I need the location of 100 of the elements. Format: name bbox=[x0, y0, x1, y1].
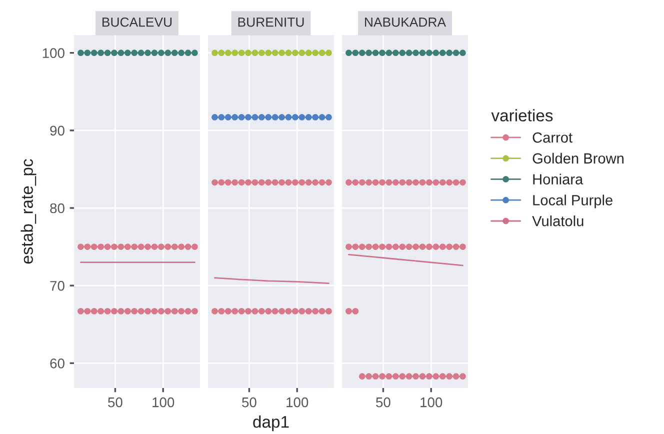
point bbox=[138, 50, 144, 56]
point bbox=[212, 50, 218, 56]
point bbox=[164, 308, 172, 314]
point bbox=[118, 244, 124, 250]
point bbox=[399, 244, 406, 250]
point bbox=[218, 308, 225, 314]
point bbox=[305, 50, 312, 56]
point bbox=[131, 50, 138, 56]
point bbox=[312, 50, 319, 56]
point bbox=[352, 50, 359, 56]
point bbox=[285, 50, 292, 56]
point bbox=[224, 179, 232, 186]
point bbox=[432, 50, 440, 56]
point bbox=[158, 308, 164, 314]
point bbox=[298, 114, 306, 120]
point bbox=[252, 50, 258, 56]
point bbox=[392, 244, 399, 250]
point bbox=[111, 50, 118, 56]
point bbox=[285, 114, 292, 120]
point bbox=[412, 373, 419, 380]
point bbox=[379, 50, 386, 56]
point bbox=[446, 244, 453, 250]
point bbox=[419, 179, 426, 186]
point bbox=[265, 114, 272, 120]
point bbox=[164, 50, 172, 56]
point bbox=[426, 50, 432, 56]
point bbox=[212, 179, 218, 186]
point bbox=[406, 373, 412, 380]
point bbox=[192, 308, 198, 314]
point bbox=[104, 308, 111, 314]
point bbox=[358, 50, 366, 56]
point bbox=[178, 308, 185, 314]
point bbox=[84, 308, 91, 314]
point bbox=[379, 244, 386, 250]
point bbox=[352, 179, 359, 186]
point bbox=[98, 244, 104, 250]
point bbox=[419, 50, 426, 56]
point bbox=[452, 179, 460, 186]
point bbox=[90, 50, 98, 56]
point bbox=[292, 308, 298, 314]
point bbox=[318, 114, 326, 120]
point bbox=[399, 50, 406, 56]
point bbox=[439, 50, 446, 56]
point bbox=[386, 179, 392, 186]
point bbox=[265, 50, 272, 56]
x-tick-label: 50 bbox=[376, 397, 390, 408]
point bbox=[298, 50, 306, 56]
point bbox=[460, 179, 466, 186]
point bbox=[178, 50, 185, 56]
point bbox=[406, 50, 412, 56]
point bbox=[192, 244, 198, 250]
point bbox=[90, 308, 98, 314]
point bbox=[151, 50, 158, 56]
point bbox=[318, 308, 326, 314]
point bbox=[144, 308, 151, 314]
point bbox=[111, 308, 118, 314]
point bbox=[312, 179, 319, 186]
x-axis-title: dap1 bbox=[253, 416, 289, 432]
point bbox=[460, 373, 466, 380]
point bbox=[131, 244, 138, 250]
point bbox=[224, 50, 232, 56]
point bbox=[212, 308, 218, 314]
point bbox=[118, 308, 124, 314]
y-tick-label: 70 bbox=[50, 280, 64, 291]
point bbox=[372, 50, 379, 56]
point bbox=[224, 308, 232, 314]
legend-label: Carrot bbox=[532, 132, 572, 143]
point bbox=[78, 308, 84, 314]
point bbox=[298, 308, 306, 314]
chart-title: BUCALEVU bbox=[102, 17, 172, 27]
point bbox=[278, 308, 285, 314]
point bbox=[366, 244, 372, 250]
point bbox=[386, 244, 392, 250]
point bbox=[399, 179, 406, 186]
point bbox=[346, 244, 352, 250]
point bbox=[84, 50, 91, 56]
point bbox=[372, 179, 379, 186]
chart-title: BURENITU bbox=[238, 18, 304, 27]
point bbox=[446, 50, 453, 56]
point bbox=[171, 50, 178, 56]
point bbox=[138, 308, 144, 314]
point bbox=[426, 373, 432, 380]
point bbox=[245, 50, 252, 56]
point bbox=[252, 308, 258, 314]
point bbox=[272, 308, 278, 314]
point bbox=[265, 308, 272, 314]
point bbox=[258, 114, 265, 120]
point bbox=[386, 373, 392, 380]
point bbox=[178, 244, 185, 250]
x-tick-label: 100 bbox=[286, 397, 308, 408]
point bbox=[358, 244, 366, 250]
point bbox=[379, 373, 386, 380]
point bbox=[104, 50, 111, 56]
point bbox=[124, 50, 131, 56]
point bbox=[104, 244, 111, 250]
point bbox=[272, 114, 278, 120]
point bbox=[318, 179, 326, 186]
legend-label: Vulatolu bbox=[532, 216, 584, 226]
point bbox=[452, 244, 460, 250]
point bbox=[432, 179, 440, 186]
